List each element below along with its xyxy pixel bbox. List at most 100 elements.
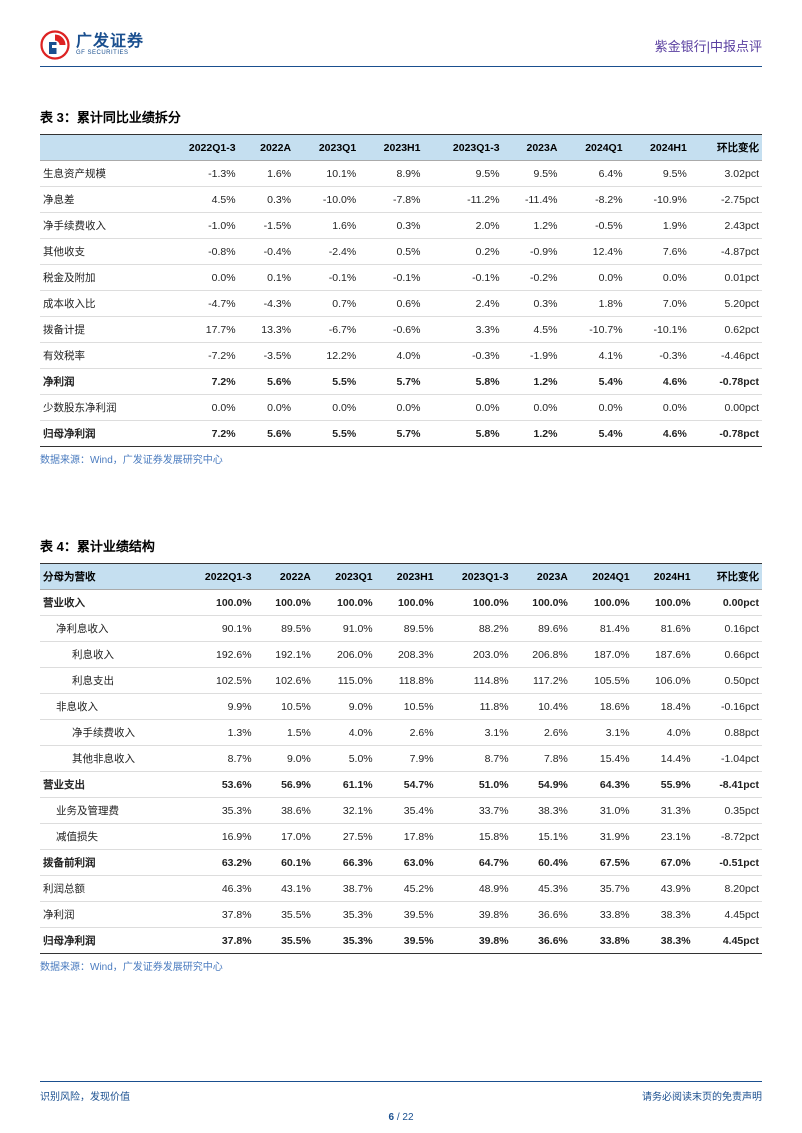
row-label: 营业收入 (40, 590, 180, 616)
cell-value: 63.0% (376, 850, 437, 876)
cell-value: 61.1% (314, 772, 376, 798)
cell-value: 9.5% (503, 161, 561, 187)
cell-value: -0.51pct (694, 850, 762, 876)
cell-value: 10.4% (512, 694, 571, 720)
cell-value: 43.9% (633, 876, 694, 902)
cell-value: 35.7% (571, 876, 633, 902)
cell-value: 206.0% (314, 642, 376, 668)
cell-value: 51.0% (437, 772, 512, 798)
cell-value: -10.9% (626, 187, 690, 213)
column-header: 2022Q1-3 (159, 135, 238, 161)
row-label: 拨备前利润 (40, 850, 180, 876)
table-row: 拨备计提17.7%13.3%-6.7%-0.6%3.3%4.5%-10.7%-1… (40, 317, 762, 343)
cell-value: 32.1% (314, 798, 376, 824)
cell-value: 1.2% (503, 213, 561, 239)
cell-value: 3.1% (437, 720, 512, 746)
table-row: 业务及管理费35.3%38.6%32.1%35.4%33.7%38.3%31.0… (40, 798, 762, 824)
cell-value: 3.1% (571, 720, 633, 746)
cell-value: 38.3% (512, 798, 571, 824)
cell-value: 12.4% (560, 239, 625, 265)
cell-value: 36.6% (512, 902, 571, 928)
cell-value: -0.78pct (690, 369, 762, 395)
cell-value: -1.0% (159, 213, 238, 239)
cell-value: 8.9% (359, 161, 423, 187)
row-label: 生息资产规模 (40, 161, 159, 187)
cell-value: 8.7% (437, 746, 512, 772)
cell-value: 4.6% (626, 421, 690, 447)
table-3-block: 表 3：累计同比业绩拆分 2022Q1-32022A2023Q12023H120… (40, 107, 762, 466)
cell-value: 114.8% (437, 668, 512, 694)
cell-value: 203.0% (437, 642, 512, 668)
cell-value: 100.0% (571, 590, 633, 616)
cell-value: 53.6% (180, 772, 255, 798)
cell-value: 38.7% (314, 876, 376, 902)
cell-value: -0.78pct (690, 421, 762, 447)
cell-value: -0.3% (626, 343, 690, 369)
cell-value: 3.02pct (690, 161, 762, 187)
row-label: 其他收支 (40, 239, 159, 265)
column-header: 2023Q1 (294, 135, 359, 161)
column-header: 2022A (239, 135, 295, 161)
row-label: 净手续费收入 (40, 213, 159, 239)
cell-value: 63.2% (180, 850, 255, 876)
cell-value: -11.2% (423, 187, 502, 213)
cell-value: 0.6% (359, 291, 423, 317)
cell-value: 0.16pct (694, 616, 762, 642)
cell-value: -2.4% (294, 239, 359, 265)
cell-value: -0.1% (294, 265, 359, 291)
cell-value: 31.9% (571, 824, 633, 850)
cell-value: 5.7% (359, 421, 423, 447)
cell-value: 15.8% (437, 824, 512, 850)
cell-value: 15.1% (512, 824, 571, 850)
cell-value: 31.0% (571, 798, 633, 824)
cell-value: -3.5% (239, 343, 295, 369)
cell-value: 5.20pct (690, 291, 762, 317)
cell-value: 4.45pct (694, 928, 762, 954)
cell-value: -0.8% (159, 239, 238, 265)
column-header: 2023Q1-3 (437, 564, 512, 590)
cell-value: 35.3% (314, 928, 376, 954)
column-header: 环比变化 (690, 135, 762, 161)
cell-value: 6.4% (560, 161, 625, 187)
cell-value: 0.0% (294, 395, 359, 421)
cell-value: 9.0% (255, 746, 314, 772)
cell-value: 3.3% (423, 317, 502, 343)
cell-value: 33.7% (437, 798, 512, 824)
cell-value: 35.3% (314, 902, 376, 928)
table-row: 非息收入9.9%10.5%9.0%10.5%11.8%10.4%18.6%18.… (40, 694, 762, 720)
cell-value: 4.45pct (694, 902, 762, 928)
column-header: 2024Q1 (571, 564, 633, 590)
row-label: 拨备计提 (40, 317, 159, 343)
cell-value: 89.5% (376, 616, 437, 642)
table-row: 其他非息收入8.7%9.0%5.0%7.9%8.7%7.8%15.4%14.4%… (40, 746, 762, 772)
logo-text-en: GF SECURITIES (76, 50, 144, 56)
table-row: 归母净利润37.8%35.5%35.3%39.5%39.8%36.6%33.8%… (40, 928, 762, 954)
cell-value: 4.0% (314, 720, 376, 746)
cell-value: 27.5% (314, 824, 376, 850)
table-row: 减值损失16.9%17.0%27.5%17.8%15.8%15.1%31.9%2… (40, 824, 762, 850)
cell-value: 39.5% (376, 928, 437, 954)
cell-value: 0.00pct (694, 590, 762, 616)
cell-value: -2.75pct (690, 187, 762, 213)
cell-value: 0.50pct (694, 668, 762, 694)
cell-value: 48.9% (437, 876, 512, 902)
cell-value: -11.4% (503, 187, 561, 213)
cell-value: 1.6% (294, 213, 359, 239)
column-header (40, 135, 159, 161)
cell-value: 0.66pct (694, 642, 762, 668)
cell-value: 0.2% (423, 239, 502, 265)
cell-value: 18.4% (633, 694, 694, 720)
cell-value: 208.3% (376, 642, 437, 668)
cell-value: 67.0% (633, 850, 694, 876)
cell-value: 33.8% (571, 902, 633, 928)
cell-value: 0.3% (239, 187, 295, 213)
cell-value: 100.0% (376, 590, 437, 616)
cell-value: 5.5% (294, 421, 359, 447)
cell-value: 90.1% (180, 616, 255, 642)
cell-value: 55.9% (633, 772, 694, 798)
cell-value: 0.0% (159, 265, 238, 291)
cell-value: 5.6% (239, 369, 295, 395)
row-label: 有效税率 (40, 343, 159, 369)
column-header: 2023H1 (359, 135, 423, 161)
cell-value: 5.4% (560, 369, 625, 395)
